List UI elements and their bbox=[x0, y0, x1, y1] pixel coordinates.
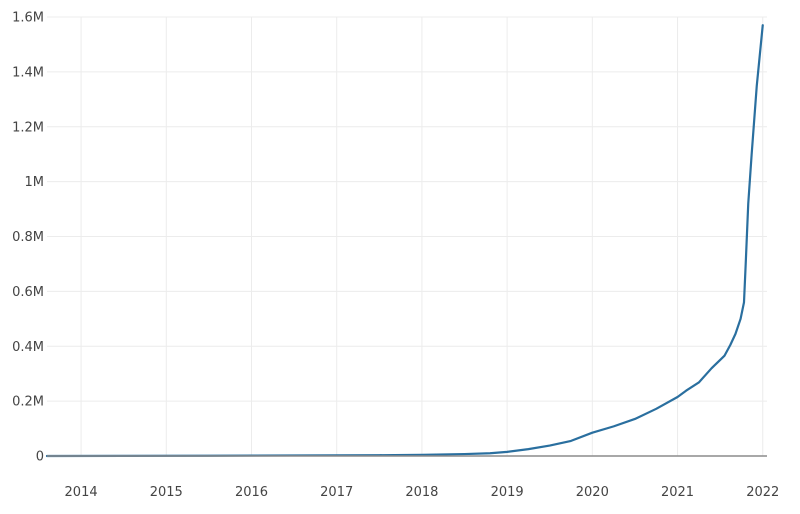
y-axis-tick-labels: 0 0.2M 0.4M 0.6M 0.8M 1M 1.2M 1.4M 1.6M bbox=[12, 11, 44, 465]
y-tick-label: 0.4M bbox=[12, 340, 44, 355]
series-line bbox=[45, 24, 764, 458]
x-tick-label: 2021 bbox=[661, 485, 694, 500]
y-tick-label: 1.2M bbox=[12, 120, 44, 135]
y-tick-label: 0.6M bbox=[12, 285, 44, 300]
x-tick-label: 2020 bbox=[576, 485, 609, 500]
y-tick-label: 0 bbox=[36, 450, 44, 465]
x-tick-label: 2018 bbox=[405, 485, 438, 500]
y-tick-label: 1M bbox=[25, 175, 45, 190]
x-tick-label: 2015 bbox=[150, 485, 183, 500]
series-layer bbox=[45, 24, 764, 458]
x-axis-tick-labels: 2014 2015 2016 2017 2018 2019 2020 2021 2022 bbox=[65, 485, 780, 500]
x-tick-label: 2014 bbox=[65, 485, 98, 500]
x-tick-label: 2016 bbox=[235, 485, 268, 500]
y-tick-label: 1.6M bbox=[12, 11, 44, 26]
y-tick-label: 0.2M bbox=[12, 395, 44, 410]
y-tick-label: 0.8M bbox=[12, 230, 44, 245]
x-tick-label: 2019 bbox=[491, 485, 524, 500]
x-tick-label: 2022 bbox=[746, 485, 779, 500]
y-tick-label: 1.4M bbox=[12, 65, 44, 80]
y-grid-lines bbox=[47, 16, 767, 402]
x-tick-label: 2017 bbox=[320, 485, 353, 500]
